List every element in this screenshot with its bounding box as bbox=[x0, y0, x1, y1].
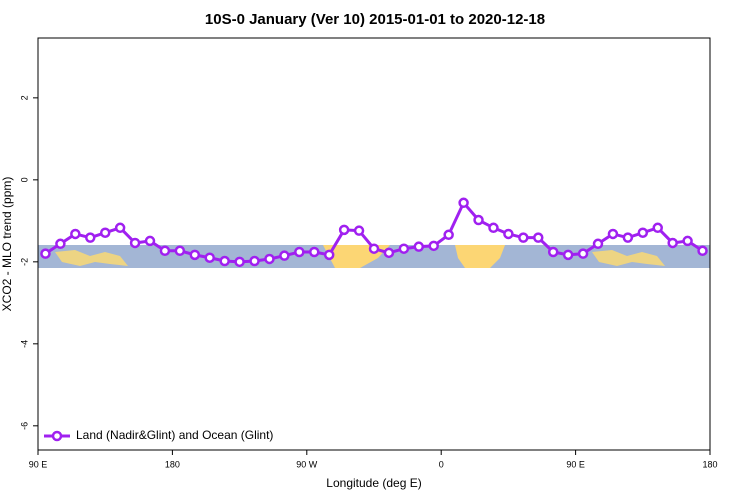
x-tick-label: 180 bbox=[165, 459, 180, 469]
data-point bbox=[518, 232, 529, 243]
y-tick-label: 0 bbox=[19, 177, 29, 182]
data-point bbox=[697, 245, 708, 257]
chart-title: 10S-0 January (Ver 10) 2015-01-01 to 202… bbox=[205, 11, 545, 28]
data-point bbox=[249, 255, 260, 267]
x-tick-label: 0 bbox=[439, 459, 444, 469]
data-point bbox=[174, 245, 186, 257]
y-tick-label: 2 bbox=[19, 95, 29, 100]
data-point bbox=[99, 227, 111, 238]
data-point bbox=[279, 250, 290, 261]
y-axis-label: XCO2 - MLO trend (ppm) bbox=[0, 177, 14, 312]
data-point bbox=[413, 241, 425, 252]
data-point bbox=[309, 246, 320, 258]
data-point bbox=[533, 232, 544, 243]
data-point bbox=[294, 246, 305, 258]
data-point bbox=[189, 249, 201, 261]
data-point bbox=[547, 246, 559, 258]
data-point bbox=[264, 253, 275, 265]
x-tick-label: 90 W bbox=[296, 459, 318, 469]
data-point bbox=[622, 232, 634, 243]
data-point bbox=[234, 256, 245, 268]
data-point bbox=[55, 238, 66, 250]
x-axis-label: Longitude (deg E) bbox=[326, 476, 421, 490]
x-tick-label: 90 E bbox=[566, 459, 585, 469]
data-point bbox=[383, 247, 395, 259]
data-point bbox=[443, 229, 454, 241]
data-point bbox=[428, 240, 439, 252]
data-point bbox=[488, 222, 499, 234]
data-point bbox=[114, 222, 126, 234]
plot-frame bbox=[37, 37, 711, 451]
data-point bbox=[159, 245, 171, 257]
data-point bbox=[144, 235, 156, 247]
data-point bbox=[473, 214, 484, 226]
data-point bbox=[607, 228, 619, 240]
data-point bbox=[129, 237, 141, 249]
x-tick-label: 180 bbox=[702, 459, 717, 469]
data-point bbox=[368, 243, 380, 254]
data-point bbox=[652, 222, 663, 234]
data-point bbox=[40, 248, 51, 259]
data-point bbox=[353, 225, 365, 236]
data-point bbox=[577, 248, 589, 259]
y-tick-label: -4 bbox=[19, 340, 29, 348]
legend-label: Land (Nadir&Glint) and Ocean (Glint) bbox=[76, 428, 273, 442]
data-point bbox=[682, 235, 693, 247]
data-point bbox=[562, 249, 574, 261]
data-point bbox=[398, 243, 410, 254]
y-tick-label: -6 bbox=[19, 422, 29, 430]
x-tick-label: 90 E bbox=[29, 459, 48, 469]
data-point bbox=[323, 249, 335, 261]
data-point bbox=[219, 255, 230, 267]
map-band bbox=[38, 245, 710, 268]
data-point bbox=[592, 238, 604, 250]
data-point bbox=[503, 228, 514, 240]
data-point bbox=[70, 228, 81, 240]
y-tick-label: -2 bbox=[19, 258, 29, 266]
data-point bbox=[204, 252, 215, 263]
legend-marker bbox=[51, 430, 63, 442]
data-point bbox=[637, 227, 649, 238]
data-point bbox=[338, 224, 350, 236]
data-point bbox=[458, 197, 469, 209]
data-point bbox=[667, 237, 678, 249]
data-point bbox=[85, 232, 96, 243]
